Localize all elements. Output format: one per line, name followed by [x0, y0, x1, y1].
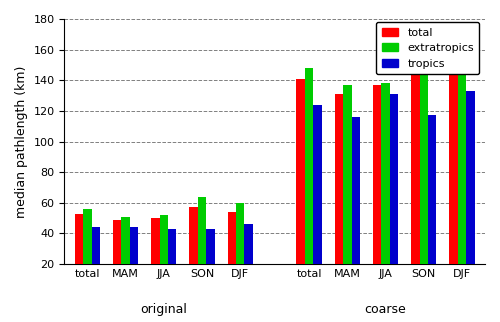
- Bar: [450, 65, 458, 264]
- Y-axis label: median pathlength (km): median pathlength (km): [15, 65, 28, 218]
- Bar: [411, 59, 420, 264]
- Bar: [160, 215, 168, 264]
- Bar: [305, 68, 314, 264]
- Bar: [122, 217, 130, 264]
- Bar: [198, 197, 206, 264]
- Bar: [83, 209, 92, 264]
- Bar: [92, 227, 100, 264]
- Legend: total, extratropics, tropics: total, extratropics, tropics: [376, 22, 480, 74]
- Bar: [373, 85, 382, 264]
- Bar: [130, 227, 138, 264]
- Bar: [244, 224, 253, 264]
- Bar: [151, 218, 160, 264]
- Bar: [390, 94, 398, 264]
- Bar: [314, 105, 322, 264]
- Bar: [113, 220, 122, 264]
- Bar: [74, 213, 83, 264]
- Bar: [206, 229, 214, 264]
- Bar: [343, 85, 351, 264]
- Bar: [236, 203, 244, 264]
- Text: coarse: coarse: [364, 303, 406, 316]
- Bar: [228, 212, 236, 264]
- Bar: [382, 83, 390, 264]
- Bar: [466, 91, 474, 264]
- Bar: [428, 116, 436, 264]
- Text: original: original: [140, 303, 188, 316]
- Bar: [334, 94, 343, 264]
- Bar: [458, 42, 466, 264]
- Bar: [352, 117, 360, 264]
- Bar: [420, 45, 428, 264]
- Bar: [296, 79, 305, 264]
- Bar: [168, 229, 176, 264]
- Bar: [190, 207, 198, 264]
